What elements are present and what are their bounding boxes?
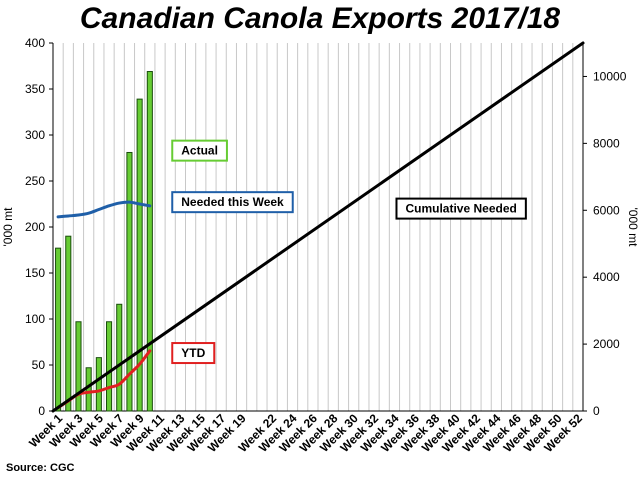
legend-cumulative-needed: Cumulative Needed	[395, 197, 527, 220]
legend-label: Needed this Week	[181, 195, 284, 209]
bar	[136, 98, 143, 412]
bar	[126, 151, 133, 412]
bar	[106, 321, 113, 412]
bar	[65, 235, 72, 412]
legend-actual: Actual	[171, 139, 228, 162]
legend-box	[171, 139, 228, 162]
y-left-tick-label: 0	[38, 404, 45, 418]
legend-box	[171, 191, 294, 214]
y-left-tick-label: 300	[25, 128, 45, 142]
bar	[75, 321, 82, 412]
y-left-tick-label: 250	[25, 174, 45, 188]
bar	[116, 303, 123, 412]
legend-ytd: YTD	[171, 342, 216, 365]
legend-box	[171, 342, 216, 365]
bar-series-actual	[55, 71, 153, 412]
bar	[55, 247, 62, 412]
y-left-tick-label: 200	[25, 220, 45, 234]
legend-label: YTD	[181, 346, 205, 360]
chart-title: Canadian Canola Exports 2017/18	[79, 2, 561, 35]
y-left-tick-label: 350	[25, 82, 45, 96]
line-series-needed-this-week	[56, 200, 152, 219]
bar	[146, 71, 153, 412]
y-right-tick-label: 0	[593, 404, 600, 418]
line-series-cumulative-needed	[51, 41, 585, 413]
y-left-axis-label: '000 mt	[1, 207, 15, 247]
y-left-tick-label: 150	[25, 266, 45, 280]
y-left-tick-label: 100	[25, 312, 45, 326]
y-left-tick-label: 50	[32, 358, 46, 372]
legend-box	[395, 197, 527, 220]
y-right-tick-label: 2000	[593, 337, 620, 351]
y-right-tick-label: 6000	[593, 203, 620, 217]
legend-label: Cumulative Needed	[405, 202, 516, 216]
grid-lines	[52, 43, 584, 411]
source-note: Source: CGC	[6, 462, 75, 474]
bar	[85, 367, 92, 412]
y-right-tick-label: 10000	[593, 69, 627, 83]
legend-needed-this-week: Needed this Week	[171, 191, 294, 214]
y-left-tick-label: 400	[25, 36, 45, 50]
y-right-tick-label: 4000	[593, 270, 620, 284]
legend-label: Actual	[181, 144, 218, 158]
y-right-tick-label: 8000	[593, 136, 620, 150]
y-right-axis-label: '000 mt	[626, 208, 640, 248]
bar	[95, 357, 102, 412]
